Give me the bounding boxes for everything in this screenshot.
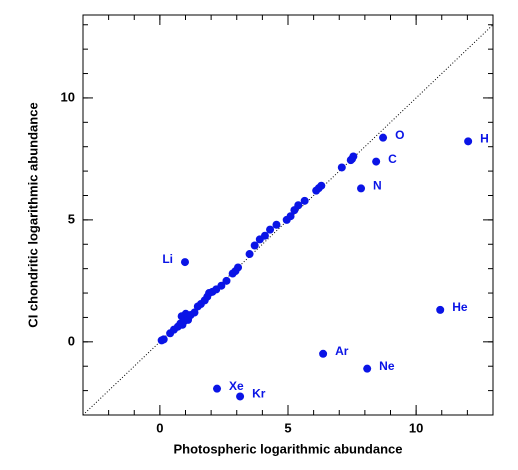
point	[363, 364, 372, 373]
y-tick-label: 0	[68, 333, 75, 348]
point-label: C	[388, 152, 397, 166]
point	[379, 133, 388, 142]
point-label: Ne	[379, 359, 395, 373]
y-tick-label: 5	[68, 211, 75, 226]
point-label: O	[395, 128, 404, 142]
y-axis-title: CI chondritic logarithmic abundance	[25, 102, 40, 327]
point	[317, 181, 326, 190]
point	[260, 231, 269, 240]
x-tick-label: 5	[284, 420, 291, 435]
point	[272, 220, 281, 229]
point	[180, 258, 189, 267]
point	[300, 196, 309, 205]
point	[372, 157, 381, 166]
point	[213, 384, 222, 393]
point	[234, 263, 243, 272]
point-label: He	[452, 300, 468, 314]
point	[337, 163, 346, 172]
x-axis-title: Photospheric logarithmic abundance	[174, 441, 403, 456]
point	[190, 308, 199, 317]
point-label: Kr	[252, 387, 266, 401]
point	[286, 212, 295, 221]
point	[436, 305, 445, 314]
point	[319, 349, 328, 358]
point	[245, 250, 254, 259]
point	[266, 225, 275, 234]
point	[294, 201, 303, 210]
point	[250, 241, 259, 250]
point	[222, 276, 231, 285]
point-label: H	[480, 132, 489, 146]
point	[217, 281, 226, 290]
point	[236, 392, 245, 401]
diagonal-line	[82, 24, 494, 416]
point	[349, 152, 358, 161]
y-tick-label: 10	[61, 89, 75, 104]
point	[357, 184, 366, 193]
point-label: N	[373, 179, 382, 193]
point-label: Xe	[229, 379, 244, 393]
point-label: Ar	[335, 344, 349, 358]
point	[159, 335, 168, 344]
x-tick-label: 10	[409, 420, 423, 435]
point	[464, 137, 473, 146]
point-label: Li	[162, 252, 173, 266]
x-tick-label: 0	[156, 420, 163, 435]
